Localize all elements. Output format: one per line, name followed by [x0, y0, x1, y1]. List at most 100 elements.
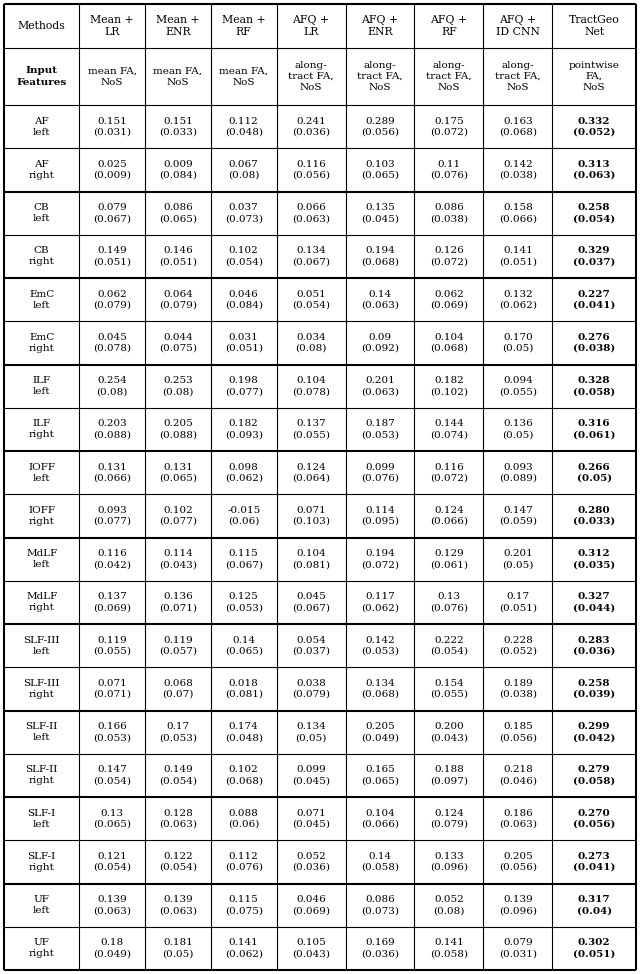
Text: CB
right: CB right	[29, 246, 54, 267]
Text: 0.144
(0.074): 0.144 (0.074)	[430, 420, 468, 439]
Text: 0.147
(0.054): 0.147 (0.054)	[93, 766, 131, 785]
Text: 0.086
(0.038): 0.086 (0.038)	[430, 203, 468, 223]
Text: 0.137
(0.055): 0.137 (0.055)	[292, 420, 330, 439]
Text: 0.018
(0.081): 0.018 (0.081)	[225, 679, 262, 699]
Text: 0.14
(0.065): 0.14 (0.065)	[225, 636, 262, 656]
Text: 0.17
(0.053): 0.17 (0.053)	[159, 722, 197, 742]
Text: 0.205
(0.088): 0.205 (0.088)	[159, 420, 197, 439]
Text: 0.064
(0.079): 0.064 (0.079)	[159, 289, 197, 310]
Text: 0.099
(0.076): 0.099 (0.076)	[361, 463, 399, 483]
Text: UF
left: UF left	[33, 895, 51, 916]
Text: SLF-III
right: SLF-III right	[24, 679, 60, 699]
Text: 0.227
(0.041): 0.227 (0.041)	[573, 289, 616, 310]
Text: Methods: Methods	[18, 21, 65, 31]
Text: AFQ +
ENR: AFQ + ENR	[362, 15, 399, 37]
Text: 0.166
(0.053): 0.166 (0.053)	[93, 722, 131, 742]
Text: Mean +
ENR: Mean + ENR	[156, 15, 200, 37]
Text: 0.009
(0.084): 0.009 (0.084)	[159, 160, 197, 180]
Text: 0.102
(0.054): 0.102 (0.054)	[225, 246, 262, 267]
Text: 0.273
(0.041): 0.273 (0.041)	[573, 852, 616, 872]
Text: 0.222
(0.054): 0.222 (0.054)	[430, 636, 468, 656]
Text: 0.147
(0.059): 0.147 (0.059)	[499, 506, 537, 526]
Text: 0.149
(0.051): 0.149 (0.051)	[93, 246, 131, 267]
Text: MdLF
right: MdLF right	[26, 592, 58, 613]
Text: 0.136
(0.05): 0.136 (0.05)	[502, 420, 534, 439]
Text: pointwise
FA,
NoS: pointwise FA, NoS	[569, 61, 620, 93]
Text: 0.051
(0.054): 0.051 (0.054)	[292, 289, 330, 310]
Text: AF
left: AF left	[33, 117, 51, 136]
Text: 0.14
(0.058): 0.14 (0.058)	[361, 852, 399, 872]
Text: 0.079
(0.067): 0.079 (0.067)	[93, 203, 131, 223]
Text: AF
right: AF right	[29, 160, 54, 180]
Text: SLF-II
right: SLF-II right	[26, 766, 58, 785]
Text: 0.104
(0.066): 0.104 (0.066)	[361, 808, 399, 829]
Text: 0.038
(0.079): 0.038 (0.079)	[292, 679, 330, 699]
Text: 0.062
(0.069): 0.062 (0.069)	[430, 289, 468, 310]
Text: 0.114
(0.043): 0.114 (0.043)	[159, 549, 197, 569]
Text: 0.102
(0.077): 0.102 (0.077)	[159, 506, 197, 526]
Text: 0.205
(0.049): 0.205 (0.049)	[361, 722, 399, 742]
Text: 0.071
(0.103): 0.071 (0.103)	[292, 506, 330, 526]
Text: 0.188
(0.097): 0.188 (0.097)	[430, 766, 468, 785]
Text: 0.185
(0.056): 0.185 (0.056)	[499, 722, 537, 742]
Text: SLF-I
left: SLF-I left	[28, 808, 56, 829]
Text: 0.329
(0.037): 0.329 (0.037)	[573, 246, 616, 267]
Text: 0.122
(0.054): 0.122 (0.054)	[159, 852, 197, 872]
Text: 0.124
(0.066): 0.124 (0.066)	[430, 506, 468, 526]
Text: 0.266
(0.05): 0.266 (0.05)	[577, 463, 612, 483]
Text: 0.11
(0.076): 0.11 (0.076)	[430, 160, 468, 180]
Text: 0.201
(0.05): 0.201 (0.05)	[502, 549, 534, 569]
Text: 0.037
(0.073): 0.037 (0.073)	[225, 203, 262, 223]
Text: 0.093
(0.089): 0.093 (0.089)	[499, 463, 537, 483]
Text: SLF-III
left: SLF-III left	[24, 636, 60, 656]
Text: 0.124
(0.064): 0.124 (0.064)	[292, 463, 330, 483]
Text: 0.254
(0.08): 0.254 (0.08)	[97, 376, 128, 396]
Text: 0.194
(0.068): 0.194 (0.068)	[361, 246, 399, 267]
Text: 0.134
(0.068): 0.134 (0.068)	[361, 679, 399, 699]
Text: 0.332
(0.052): 0.332 (0.052)	[573, 117, 616, 136]
Text: 0.189
(0.038): 0.189 (0.038)	[499, 679, 537, 699]
Text: 0.205
(0.056): 0.205 (0.056)	[499, 852, 537, 872]
Text: AFQ +
ID CNN: AFQ + ID CNN	[496, 15, 540, 37]
Text: 0.163
(0.068): 0.163 (0.068)	[499, 117, 537, 136]
Text: 0.175
(0.072): 0.175 (0.072)	[430, 117, 468, 136]
Text: 0.124
(0.079): 0.124 (0.079)	[430, 808, 468, 829]
Text: 0.098
(0.062): 0.098 (0.062)	[225, 463, 262, 483]
Text: 0.228
(0.052): 0.228 (0.052)	[499, 636, 537, 656]
Text: 0.034
(0.08): 0.034 (0.08)	[296, 333, 327, 353]
Text: -0.015
(0.06): -0.015 (0.06)	[227, 506, 260, 526]
Text: 0.169
(0.036): 0.169 (0.036)	[361, 938, 399, 958]
Text: 0.046
(0.084): 0.046 (0.084)	[225, 289, 262, 310]
Text: 0.135
(0.045): 0.135 (0.045)	[361, 203, 399, 223]
Text: 0.270
(0.056): 0.270 (0.056)	[573, 808, 616, 829]
Text: 0.117
(0.062): 0.117 (0.062)	[361, 592, 399, 613]
Text: 0.279
(0.058): 0.279 (0.058)	[573, 766, 615, 785]
Text: 0.104
(0.081): 0.104 (0.081)	[292, 549, 330, 569]
Text: CB
left: CB left	[33, 203, 51, 223]
Text: 0.187
(0.053): 0.187 (0.053)	[361, 420, 399, 439]
Text: 0.181
(0.05): 0.181 (0.05)	[163, 938, 194, 958]
Text: 0.054
(0.037): 0.054 (0.037)	[292, 636, 330, 656]
Text: 0.328
(0.058): 0.328 (0.058)	[573, 376, 615, 396]
Text: 0.071
(0.045): 0.071 (0.045)	[292, 808, 330, 829]
Text: 0.119
(0.057): 0.119 (0.057)	[159, 636, 197, 656]
Text: 0.09
(0.092): 0.09 (0.092)	[361, 333, 399, 353]
Text: 0.151
(0.031): 0.151 (0.031)	[93, 117, 131, 136]
Text: AFQ +
RF: AFQ + RF	[430, 15, 467, 37]
Text: 0.280
(0.033): 0.280 (0.033)	[573, 506, 615, 526]
Text: 0.18
(0.049): 0.18 (0.049)	[93, 938, 131, 958]
Text: TractGeo
Net: TractGeo Net	[569, 15, 620, 37]
Text: 0.066
(0.063): 0.066 (0.063)	[292, 203, 330, 223]
Text: 0.133
(0.096): 0.133 (0.096)	[430, 852, 468, 872]
Text: 0.071
(0.071): 0.071 (0.071)	[93, 679, 131, 699]
Text: 0.142
(0.038): 0.142 (0.038)	[499, 160, 537, 180]
Text: 0.025
(0.009): 0.025 (0.009)	[93, 160, 131, 180]
Text: IOFF
right: IOFF right	[28, 506, 55, 526]
Text: mean FA,
NoS: mean FA, NoS	[220, 66, 268, 87]
Text: 0.198
(0.077): 0.198 (0.077)	[225, 376, 262, 396]
Text: 0.13
(0.065): 0.13 (0.065)	[93, 808, 131, 829]
Text: along-
tract FA,
NoS: along- tract FA, NoS	[495, 61, 541, 93]
Text: ILF
right: ILF right	[29, 420, 54, 439]
Text: 0.299
(0.042): 0.299 (0.042)	[573, 722, 616, 742]
Text: Mean +
RF: Mean + RF	[222, 15, 266, 37]
